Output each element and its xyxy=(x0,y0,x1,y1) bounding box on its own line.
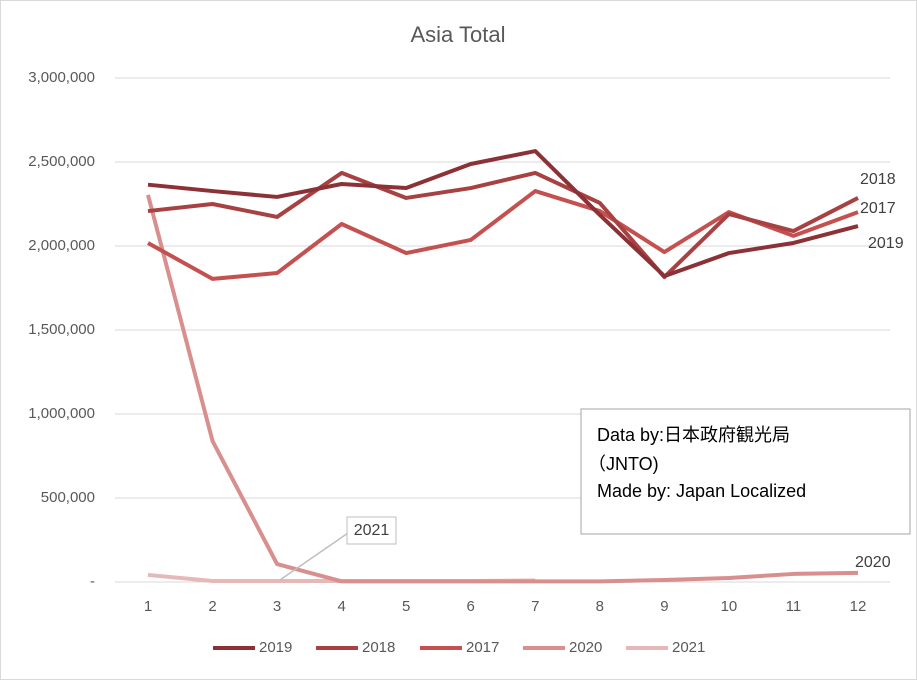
x-tick-label: 8 xyxy=(596,598,604,615)
series-end-label: 2019 xyxy=(868,235,904,252)
source-box xyxy=(580,408,911,535)
y-tick-label: 3,000,000 xyxy=(28,69,95,86)
callout-box xyxy=(346,516,397,545)
x-tick-label: 3 xyxy=(273,598,281,615)
series-end-label: 2017 xyxy=(860,200,896,217)
series-end-label: 2020 xyxy=(855,554,891,571)
x-tick-label: 12 xyxy=(850,598,867,615)
chart-title: Asia Total xyxy=(411,22,506,47)
series-end-label: 2018 xyxy=(860,171,896,188)
callout-label: 2021 xyxy=(354,522,390,539)
x-tick-label: 11 xyxy=(786,598,802,615)
y-tick-label: 1,000,000 xyxy=(28,405,95,422)
legend-label: 2019 xyxy=(259,639,292,656)
x-tick-label: 10 xyxy=(721,598,738,615)
y-tick-label: 500,000 xyxy=(41,489,95,506)
series-line xyxy=(146,194,859,584)
labels: 2019 2018 2017 2020 2021 2019 2018 2017 2020 2021 xyxy=(213,171,904,656)
legend-label: 2018 xyxy=(362,639,395,656)
x-tick-label: 5 xyxy=(402,598,410,615)
y-tick-label: 2,000,000 xyxy=(28,237,95,254)
source-note: Data by:日本政府観光局 xyxy=(597,425,790,445)
legend-label: 2020 xyxy=(569,639,602,656)
series-line xyxy=(147,149,859,279)
x-tick-label: 4 xyxy=(337,598,345,615)
grid: - 500,000 1,000,000 1,500,000 2,000,000 2,500… xyxy=(28,69,890,615)
lines xyxy=(146,149,859,584)
y-tick-label: 1,500,000 xyxy=(28,321,95,338)
series-line xyxy=(147,170,859,280)
legend-label: 2021 xyxy=(672,639,705,656)
source-note: （JNTO) xyxy=(588,454,659,474)
x-tick-label: 9 xyxy=(660,598,668,615)
callout-leader xyxy=(279,532,349,581)
x-tick-label: 1 xyxy=(144,598,152,615)
x-tick-label: 2 xyxy=(208,598,216,615)
y-tick-label: - xyxy=(90,573,95,590)
y-tick-label: 2,500,000 xyxy=(28,153,95,170)
legend-label: 2017 xyxy=(466,639,499,656)
x-tick-label: 6 xyxy=(467,598,475,615)
x-tick-label: 7 xyxy=(531,598,539,615)
source-note: Made by: Japan Localized xyxy=(597,481,806,501)
